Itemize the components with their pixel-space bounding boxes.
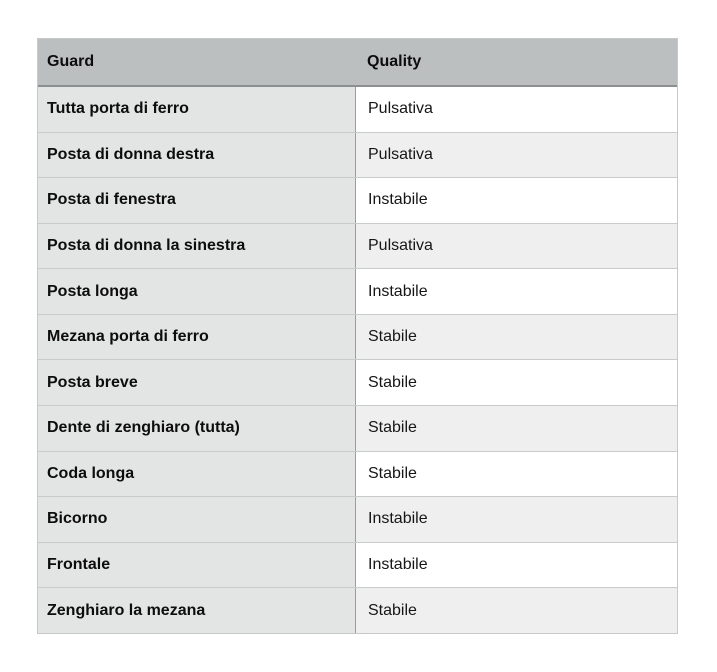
guard-cell: Posta breve [38, 360, 355, 406]
guard-cell: Coda longa [38, 451, 355, 497]
quality-cell: Pulsativa [355, 223, 677, 269]
guard-cell: Frontale [38, 542, 355, 588]
quality-cell: Stabile [355, 406, 677, 451]
table-row: Posta di donna la sinestra Pulsativa [38, 222, 677, 269]
table-row: Zenghiaro la mezana Stabile [38, 587, 677, 633]
table-row: Posta longa Instabile [38, 268, 677, 314]
table-row: Mezana porta di ferro Stabile [38, 313, 677, 360]
table-row: Posta breve Stabile [38, 359, 677, 406]
guard-cell: Dente di zenghiaro (tutta) [38, 406, 355, 451]
guard-cell: Zenghiaro la mezana [38, 588, 355, 633]
quality-cell: Instabile [355, 542, 677, 588]
guard-cell: Tutta porta di ferro [38, 87, 355, 132]
table-row: Bicorno Instabile [38, 496, 677, 542]
column-header-guard: Guard [47, 53, 95, 70]
table-row: Frontale Instabile [38, 541, 677, 588]
quality-cell: Pulsativa [355, 87, 677, 132]
guards-table: Guard Quality Tutta porta di ferro Pulsa… [37, 38, 678, 634]
guard-cell: Posta di donna la sinestra [38, 223, 355, 269]
table-row: Coda longa Stabile [38, 450, 677, 497]
guard-cell: Mezana porta di ferro [38, 314, 355, 360]
quality-cell: Stabile [355, 451, 677, 497]
guard-cell: Posta di fenestra [38, 178, 355, 223]
quality-cell: Stabile [355, 588, 677, 633]
column-header-quality: Quality [367, 53, 422, 70]
table-header-row: Guard Quality [38, 39, 677, 85]
quality-cell: Instabile [355, 178, 677, 223]
quality-cell: Pulsativa [355, 132, 677, 178]
table-row: Posta di donna destra Pulsativa [38, 131, 677, 178]
table-row: Tutta porta di ferro Pulsativa [38, 85, 677, 132]
quality-cell: Stabile [355, 314, 677, 360]
guard-cell: Bicorno [38, 497, 355, 542]
table-body: Tutta porta di ferro Pulsativa Posta di … [38, 85, 677, 633]
quality-cell: Stabile [355, 360, 677, 406]
guard-cell: Posta di donna destra [38, 132, 355, 178]
table-row: Posta di fenestra Instabile [38, 177, 677, 223]
guard-cell: Posta longa [38, 269, 355, 314]
table-row: Dente di zenghiaro (tutta) Stabile [38, 405, 677, 451]
quality-cell: Instabile [355, 497, 677, 542]
quality-cell: Instabile [355, 269, 677, 314]
